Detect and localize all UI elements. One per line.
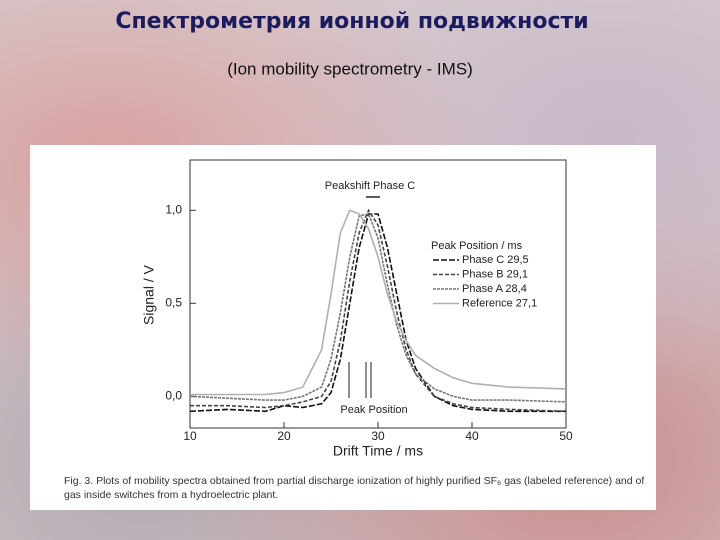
y-tick-label: 0,5 — [165, 295, 182, 309]
y-tick-label: 1,0 — [165, 202, 182, 216]
series-line — [189, 213, 566, 413]
x-tick-label: 10 — [183, 429, 197, 443]
series-line — [189, 213, 567, 403]
x-tick-label: 50 — [559, 429, 573, 443]
x-tick-label: 20 — [277, 429, 291, 443]
legend-label: Reference 27,1 — [462, 297, 537, 309]
legend-label: Phase B 29,1 — [462, 268, 528, 280]
legend-label: Phase A 28,4 — [462, 283, 527, 295]
x-axis-label: Drift Time / ms — [333, 443, 423, 459]
slide-title: Спектрометрия ионной подвижности — [115, 9, 588, 34]
series-line — [190, 209, 567, 396]
y-tick-label: 0,0 — [165, 389, 182, 403]
x-tick-label: 40 — [465, 429, 479, 443]
y-axis-label: Signal / V — [141, 264, 157, 325]
slide-subtitle: (Ion mobility spectrometry - IMS) — [227, 59, 473, 78]
legend-label: Phase C 29,5 — [462, 254, 529, 266]
series-line — [190, 208, 567, 413]
annotation: Peak Position — [340, 404, 407, 416]
x-tick-label: 30 — [371, 429, 385, 443]
legend-title: Peak Position / ms — [431, 240, 523, 252]
figure-caption: Fig. 3. Plots of mobility spectra obtain… — [64, 475, 645, 501]
annotation: Peakshift Phase C — [325, 180, 416, 192]
